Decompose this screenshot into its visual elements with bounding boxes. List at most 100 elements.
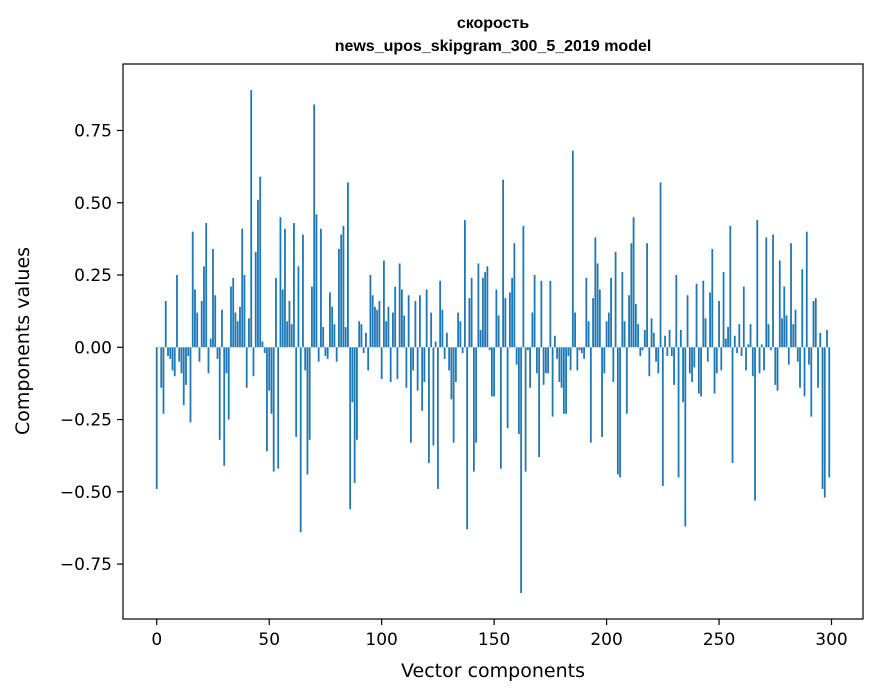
bar [632, 217, 635, 348]
bar [587, 321, 590, 348]
bar [792, 324, 795, 348]
bar [439, 280, 442, 348]
bar [614, 251, 617, 348]
bar [423, 347, 426, 382]
bar [245, 347, 248, 388]
bar [387, 306, 390, 348]
bar [367, 347, 370, 371]
bar [517, 347, 520, 434]
bar [686, 295, 689, 348]
bar [745, 347, 747, 371]
bar [232, 277, 235, 348]
bar [194, 289, 196, 348]
bar [583, 347, 585, 359]
bar [315, 214, 318, 348]
bar [772, 234, 774, 348]
bar [767, 324, 770, 348]
bar [454, 347, 457, 382]
bar [320, 228, 322, 348]
bar [592, 298, 594, 348]
bar [331, 306, 334, 348]
bar [230, 286, 232, 348]
bar [171, 347, 174, 371]
y-tick-label: 0.75 [74, 121, 112, 141]
bar [585, 277, 588, 348]
bar [374, 306, 376, 348]
bar [218, 347, 221, 440]
bar [713, 347, 716, 394]
bar [441, 309, 444, 348]
bar [290, 324, 293, 348]
bar [250, 90, 253, 348]
x-tick-label: 0 [151, 630, 162, 650]
bar [569, 347, 572, 371]
bar [261, 341, 264, 348]
bar [823, 347, 826, 498]
bar [212, 249, 214, 348]
bar [434, 341, 437, 348]
bar [648, 347, 651, 377]
bar [477, 263, 480, 348]
bar [176, 275, 178, 348]
bar [697, 347, 700, 394]
bar [155, 347, 158, 489]
x-axis: 0 50 100 150 200 250 300 [151, 619, 848, 650]
bar [324, 347, 327, 356]
bar [598, 289, 601, 348]
bar [673, 347, 675, 385]
bar [727, 327, 729, 348]
bar [576, 347, 579, 371]
bar [754, 347, 756, 501]
bar [607, 312, 610, 348]
bar [398, 263, 401, 348]
bar [682, 347, 684, 403]
bar [160, 347, 163, 388]
bar [414, 301, 417, 348]
bar [257, 199, 259, 348]
bar [468, 298, 471, 348]
bar [410, 347, 412, 443]
bar [578, 347, 581, 351]
bar [207, 347, 210, 374]
bar [661, 347, 664, 487]
bar [513, 243, 516, 348]
bar [493, 347, 496, 397]
bar [751, 347, 754, 377]
bar [358, 321, 361, 348]
bar [691, 347, 693, 382]
bar [565, 347, 567, 414]
bar [277, 347, 280, 469]
bar [506, 347, 509, 429]
bar [326, 347, 329, 359]
bar [281, 289, 284, 348]
bar [293, 222, 295, 348]
bar [221, 309, 223, 348]
bar [459, 321, 462, 348]
bar [655, 347, 657, 362]
bar [342, 225, 345, 348]
bar [684, 347, 687, 527]
chart-title: скорость [457, 15, 530, 32]
bar [790, 243, 792, 348]
bar [605, 321, 608, 348]
bar [619, 347, 621, 478]
bar [801, 269, 804, 348]
bar [747, 344, 750, 348]
bar [457, 312, 460, 348]
bar [484, 272, 487, 348]
bar [407, 295, 410, 348]
bar [549, 280, 552, 348]
bar [167, 347, 169, 356]
bar [808, 347, 810, 365]
bar [385, 321, 388, 348]
bar [351, 347, 354, 403]
bar [403, 315, 406, 348]
bar [479, 329, 482, 348]
bar [646, 243, 648, 348]
bar [329, 292, 331, 348]
bar [401, 289, 403, 348]
bar [299, 347, 302, 533]
bar [419, 295, 421, 348]
bar [826, 329, 828, 348]
bar [810, 347, 813, 417]
